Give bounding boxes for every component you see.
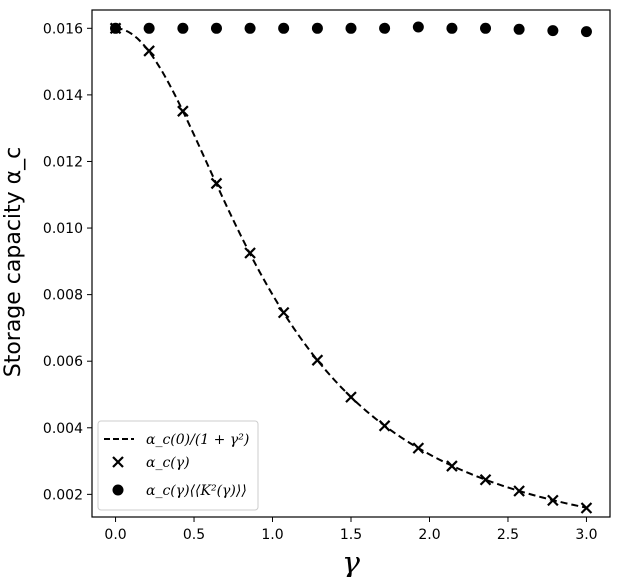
y-tick-label: 0.004 (43, 421, 83, 437)
y-tick-label: 0.012 (43, 154, 83, 170)
x-marker-point (378, 420, 391, 432)
x-tick-label: 1.5 (340, 527, 362, 543)
circle-marker-point (143, 22, 155, 34)
legend-circle-marker-icon (112, 484, 124, 496)
circle-marker-point (244, 22, 256, 34)
y-tick-label: 0.006 (43, 354, 83, 370)
circle-marker-point (110, 22, 122, 34)
circle-marker-point (311, 22, 323, 34)
x-marker-point (446, 460, 458, 472)
x-marker-point (479, 473, 492, 486)
circle-marker-point (177, 22, 189, 34)
y-tick-label: 0.002 (43, 487, 83, 503)
x-tick-label: 2.0 (418, 527, 440, 543)
legend: α_c(0)/(1 + γ²) α_c(γ) α_c(γ)⟨⟨K²(γ)⟩⟩ (97, 420, 259, 511)
circle-marker-point (412, 21, 424, 33)
y-tick-label: 0.010 (43, 221, 83, 237)
circle-marker-point (210, 22, 222, 34)
x-marker-point (580, 502, 593, 514)
x-marker-point (177, 105, 189, 117)
x-tick-label: 2.5 (497, 527, 519, 543)
x-axis: 0.0 0.5 1.0 1.5 2.0 2.5 3.0 (104, 517, 598, 543)
y-tick-label: 0.016 (43, 21, 83, 37)
circle-marker-point (278, 22, 290, 34)
circle-marker-point (345, 22, 357, 34)
circle-marker-point (547, 25, 559, 37)
x-tick-label: 0.0 (104, 527, 126, 543)
x-marker-point (547, 494, 559, 507)
circle-marker-point (379, 22, 391, 34)
x-marker-point (143, 45, 155, 57)
x-marker-point (513, 485, 525, 497)
x-marker-point (244, 247, 256, 259)
x-marker-point (277, 306, 290, 319)
plot-area (109, 21, 593, 514)
x-tick-label: 1.0 (261, 527, 283, 543)
x-axis-label: γ (342, 546, 360, 577)
legend-box (97, 420, 259, 511)
y-axis: 0.002 0.004 0.006 0.008 0.010 0.012 0.014 0.016 (43, 21, 92, 503)
legend-x-marker-icon (112, 456, 124, 468)
legend-label-dashed: α_c(0)/(1 + γ²) (146, 432, 249, 448)
circle-marker-point (446, 22, 458, 34)
x-tick-label: 3.0 (575, 527, 597, 543)
y-axis-label: Storage capacity α_c (1, 147, 26, 378)
circle-marker-point (480, 22, 492, 34)
x-marker-point (311, 354, 324, 366)
y-tick-label: 0.014 (43, 88, 83, 104)
circle-marker-point (580, 26, 592, 38)
y-tick-label: 0.008 (43, 288, 83, 304)
x-marker-point (412, 442, 425, 454)
circle-marker-point (513, 23, 525, 35)
legend-label-x: α_c(γ) (146, 455, 190, 471)
x-tick-label: 0.5 (183, 527, 205, 543)
x-marker-point (210, 177, 223, 190)
x-marker-point (345, 391, 357, 403)
legend-label-circle: α_c(γ)⟨⟨K²(γ)⟩⟩ (146, 483, 247, 499)
